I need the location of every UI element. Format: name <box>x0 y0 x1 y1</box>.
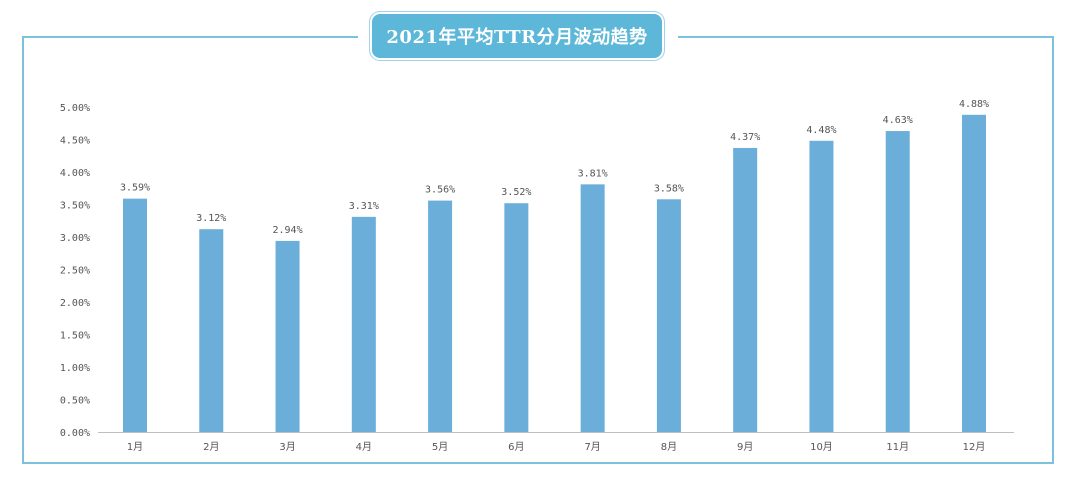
x-category-label: 7月 <box>584 441 600 453</box>
bar <box>809 140 834 433</box>
y-tick-label: 0.50% <box>60 396 90 407</box>
bar <box>656 199 681 432</box>
bar-value-label: 4.48% <box>806 125 836 136</box>
bar-value-label: 4.88% <box>959 99 989 110</box>
x-category-label: 8月 <box>661 441 677 453</box>
bar-value-label: 3.58% <box>654 183 684 194</box>
x-category-label: 11月 <box>886 441 909 453</box>
bar <box>962 114 986 433</box>
y-tick-label: 1.50% <box>60 331 90 342</box>
y-tick-label: 4.00% <box>60 168 90 179</box>
bar <box>733 147 758 432</box>
y-tick-label: 0.00% <box>60 428 90 439</box>
chart-frame <box>22 36 1054 464</box>
x-category-label: 6月 <box>508 441 524 453</box>
bar-value-label: 3.56% <box>425 185 455 196</box>
x-category-label: 5月 <box>432 441 448 453</box>
y-tick-label: 2.50% <box>60 266 90 277</box>
bar <box>275 240 300 432</box>
bar-value-label: 3.59% <box>120 183 150 194</box>
bar-value-label: 4.37% <box>730 132 760 143</box>
bar <box>351 216 376 432</box>
bar-value-label: 4.63% <box>883 115 913 126</box>
x-category-label: 9月 <box>737 441 753 453</box>
x-category-label: 1月 <box>127 441 143 453</box>
x-category-label: 10月 <box>810 441 833 453</box>
x-category-label: 4月 <box>356 441 372 453</box>
bar <box>428 200 453 432</box>
y-tick-label: 4.50% <box>60 136 90 147</box>
y-tick-label: 2.00% <box>60 298 90 309</box>
bar <box>123 198 147 432</box>
y-tick-label: 3.50% <box>60 201 90 212</box>
x-category-label: 2月 <box>203 441 219 453</box>
bar <box>199 229 224 432</box>
bar-value-label: 3.52% <box>501 187 531 198</box>
bar-value-label: 3.31% <box>349 201 379 212</box>
y-tick-label: 1.00% <box>60 363 90 374</box>
y-tick-label: 5.00% <box>60 103 90 114</box>
bar <box>504 203 529 432</box>
bar <box>580 184 605 432</box>
x-category-label: 3月 <box>279 441 295 453</box>
chart-title-box: 2021年平均TTR分月波动趋势 <box>372 14 662 58</box>
bar-value-label: 2.94% <box>272 225 302 236</box>
bar-value-label: 3.81% <box>578 168 608 179</box>
y-tick-label: 3.00% <box>60 233 90 244</box>
x-category-label: 12月 <box>963 441 986 453</box>
bar-value-label: 3.12% <box>196 213 226 224</box>
chart-title: 2021年平均TTR分月波动趋势 <box>386 27 648 48</box>
bar <box>885 131 910 433</box>
